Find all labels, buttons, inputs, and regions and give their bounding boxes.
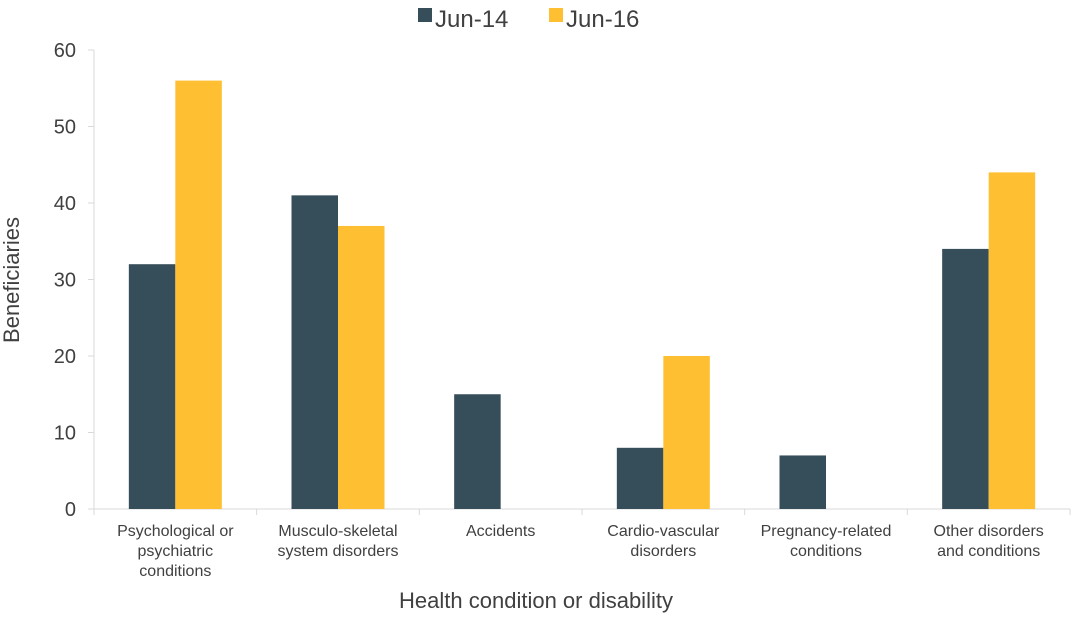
x-axis: Psychological or psychiatric conditions Mus… [93, 508, 1071, 580]
y-axis-title: Beneficiaries [0, 217, 24, 343]
x-tick-label: Other disorders and conditions [934, 523, 1044, 560]
x-tick-label: Accidents [466, 523, 535, 540]
legend-swatch [549, 8, 563, 22]
y-tick-label: 10 [54, 423, 76, 445]
legend-label: Jun-16 [566, 6, 639, 33]
legend-swatch [418, 8, 432, 22]
y-tick-label: 40 [54, 193, 76, 215]
x-tick-label: Musculo-skeletal system disorders [278, 523, 399, 560]
bar-jun-14 [128, 264, 176, 509]
bar-jun-14 [779, 455, 826, 509]
bars [128, 80, 1036, 509]
bar-jun-14 [291, 195, 338, 509]
bar-jun-14 [454, 394, 501, 509]
legend-label: Jun-14 [435, 6, 508, 33]
y-tick-label: 60 [54, 40, 76, 62]
bar-jun-14 [616, 447, 664, 509]
y-tick-label: 0 [65, 499, 76, 521]
bar-jun-16 [663, 356, 710, 509]
bar-jun-16 [175, 80, 222, 509]
legend: Jun-14 Jun-16 [418, 6, 639, 33]
bar-jun-16 [988, 172, 1036, 509]
x-tick-label: Pregnancy-related conditions [761, 523, 892, 560]
x-tick-label: Cardio-vascular disorders [607, 523, 720, 560]
y-tick-label: 20 [54, 346, 76, 368]
y-tick-label: 30 [54, 270, 76, 292]
bar-jun-16 [338, 225, 385, 509]
x-tick-label: Psychological or psychiatric conditions [117, 523, 234, 580]
y-axis: 0 10 20 30 40 50 60 [54, 40, 95, 521]
x-axis-title: Health condition or disability [399, 588, 673, 613]
y-tick-label: 50 [54, 117, 76, 139]
bar-jun-14 [942, 248, 989, 509]
